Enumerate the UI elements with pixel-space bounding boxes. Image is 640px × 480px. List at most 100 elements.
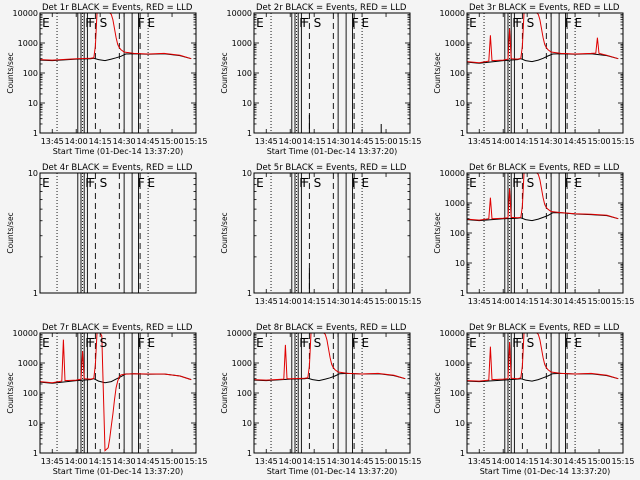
x-tick-label: 14:00 <box>492 137 515 146</box>
marker-label: F <box>512 336 519 350</box>
x-tick-label: 15:00 <box>588 137 611 146</box>
y-tick-label: 10000 <box>227 9 252 18</box>
plot-frame <box>466 12 624 134</box>
marker-label: S <box>527 336 535 350</box>
x-tick-label: 14:15 <box>516 297 539 306</box>
plot-frame <box>253 12 411 134</box>
panel-title: Det 9r BLACK = Events, RED = LLD <box>469 323 620 333</box>
y-axis-label: Counts/sec <box>433 372 442 413</box>
y-tick-label: 1 <box>460 449 465 458</box>
marker-label: F <box>565 336 572 350</box>
y-tick-label: 10000 <box>440 9 465 18</box>
x-tick-label: 15:00 <box>375 297 398 306</box>
x-tick-label: 13:45 <box>468 137 491 146</box>
x-axis-label: Start Time (01-Dec-14 13:37:20) <box>53 147 184 156</box>
y-axis-label: Counts/sec <box>220 52 229 93</box>
x-tick-label: 15:15 <box>611 297 634 306</box>
panel-title: Det 6r BLACK = Events, RED = LLD <box>469 163 620 173</box>
plot-frame <box>253 332 411 454</box>
marker-label: F <box>138 16 145 30</box>
marker-label: F <box>515 176 522 190</box>
x-tick-label: 14:45 <box>564 457 587 466</box>
y-tick-label: 10 <box>242 169 252 178</box>
marker-label: F <box>299 16 306 30</box>
marker-label: F <box>138 176 145 190</box>
marker-label: F <box>85 336 92 350</box>
marker-label: S <box>314 16 322 30</box>
marker-label: E <box>42 16 50 30</box>
y-tick-label: 10000 <box>13 329 38 338</box>
y-tick-label: 1 <box>33 129 38 138</box>
marker-label: E <box>361 176 369 190</box>
x-tick-label: 14:30 <box>540 297 563 306</box>
y-axis-label: Counts/sec <box>6 372 15 413</box>
x-tick-label: 14:30 <box>327 457 350 466</box>
y-tick-label: 1000 <box>445 39 465 48</box>
y-axis-label: Counts/sec <box>433 212 442 253</box>
x-tick-label: 14:30 <box>327 137 350 146</box>
marker-label: E <box>361 336 369 350</box>
x-tick-label: 14:15 <box>516 457 539 466</box>
y-tick-label: 1 <box>460 289 465 298</box>
x-tick-label: 15:00 <box>375 137 398 146</box>
y-tick-label: 100 <box>23 69 38 78</box>
marker-label: E <box>574 336 582 350</box>
lld-series <box>254 333 406 381</box>
x-tick-label: 15:15 <box>611 137 634 146</box>
y-tick-label: 1 <box>460 129 465 138</box>
marker-label: S <box>314 336 322 350</box>
y-tick-label: 1 <box>247 129 252 138</box>
marker-label: F <box>85 16 92 30</box>
x-tick-label: 13:45 <box>255 137 278 146</box>
marker-label: E <box>574 176 582 190</box>
x-tick-label: 14:45 <box>137 137 160 146</box>
marker-label: E <box>574 16 582 30</box>
x-tick-label: 13:45 <box>41 457 64 466</box>
y-tick-label: 1 <box>247 289 252 298</box>
x-tick-label: 14:45 <box>351 297 374 306</box>
marker-label: S <box>314 176 322 190</box>
lld-series <box>40 333 192 452</box>
x-tick-label: 15:00 <box>161 457 184 466</box>
y-axis-label: Counts/sec <box>220 372 229 413</box>
x-tick-label: 15:00 <box>375 457 398 466</box>
x-tick-label: 14:15 <box>303 457 326 466</box>
marker-label: F <box>88 176 95 190</box>
x-tick-label: 15:15 <box>398 457 421 466</box>
marker-label: E <box>42 176 50 190</box>
plot-frame <box>466 172 624 294</box>
x-tick-label: 14:00 <box>279 137 302 146</box>
panel-title: Det 8r BLACK = Events, RED = LLD <box>256 323 407 333</box>
marker-label: F <box>512 16 519 30</box>
x-tick-label: 14:00 <box>279 297 302 306</box>
marker-label: F <box>302 16 309 30</box>
marker-label: S <box>100 336 108 350</box>
marker-label: F <box>565 16 572 30</box>
y-tick-label: 100 <box>237 69 252 78</box>
x-axis-label: Start Time (01-Dec-14 13:37:20) <box>53 467 184 476</box>
marker-label: E <box>256 16 264 30</box>
x-tick-label: 15:15 <box>398 297 421 306</box>
y-tick-label: 1000 <box>232 39 252 48</box>
x-tick-label: 14:00 <box>492 297 515 306</box>
y-tick-label: 10000 <box>227 329 252 338</box>
marker-label: S <box>100 16 108 30</box>
x-tick-label: 14:00 <box>492 457 515 466</box>
x-tick-label: 14:00 <box>65 457 88 466</box>
marker-label: F <box>352 176 359 190</box>
marker-label: F <box>88 16 95 30</box>
y-tick-label: 1 <box>247 449 252 458</box>
marker-label: S <box>527 176 535 190</box>
x-tick-label: 15:00 <box>588 457 611 466</box>
y-tick-label: 1000 <box>18 359 38 368</box>
x-tick-label: 13:45 <box>468 297 491 306</box>
marker-label: F <box>302 176 309 190</box>
marker-label: E <box>147 176 155 190</box>
marker-label: F <box>302 336 309 350</box>
x-tick-label: 14:00 <box>279 457 302 466</box>
y-tick-label: 100 <box>450 229 465 238</box>
marker-label: F <box>88 336 95 350</box>
y-tick-label: 10 <box>242 419 252 428</box>
marker-label: E <box>42 336 50 350</box>
